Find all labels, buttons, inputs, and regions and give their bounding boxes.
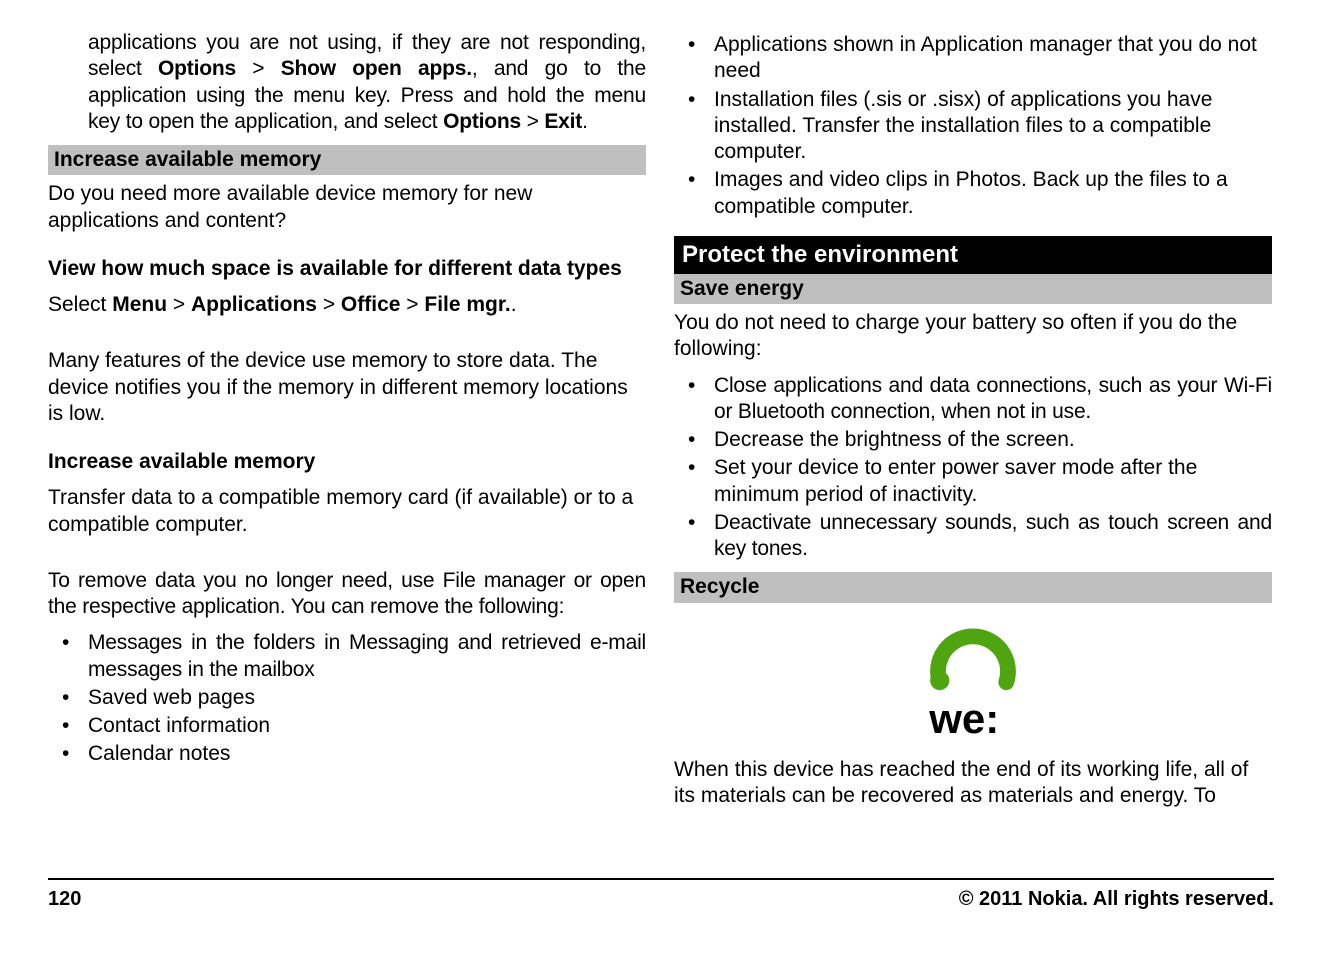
spacer — [48, 244, 646, 256]
bullet-icon: • — [674, 455, 714, 481]
bullet-icon: • — [674, 32, 714, 58]
top-list: •Applications shown in Application manag… — [674, 32, 1272, 220]
bullet-icon: • — [48, 685, 88, 711]
list-item: •Messages in the folders in Messaging an… — [48, 630, 646, 683]
paragraph: When this device has reached the end of … — [674, 757, 1272, 810]
list-item: •Decrease the brightness of the screen. — [674, 427, 1272, 453]
list-text: Close applications and data connections,… — [714, 373, 1272, 426]
bold-text: Applications — [191, 293, 317, 316]
text: Select — [48, 293, 112, 316]
right-column: •Applications shown in Application manag… — [674, 30, 1272, 860]
list-item: •Contact information — [48, 713, 646, 739]
paragraph: Do you need more available device memory… — [48, 181, 646, 234]
we-logo-text: we: — [928, 695, 999, 742]
bold-text: Options — [443, 110, 521, 133]
subhead-increase-memory: Increase available memory — [48, 145, 646, 175]
list-item: •Calendar notes — [48, 741, 646, 767]
subhead-save-energy: Save energy — [674, 274, 1272, 304]
select-line: Select Menu > Applications > Office > Fi… — [48, 292, 646, 318]
text: . — [511, 293, 517, 316]
bullet-icon: • — [674, 427, 714, 453]
paragraph: Transfer data to a compatible memory car… — [48, 485, 646, 538]
paragraph: Many features of the device use memory t… — [48, 348, 646, 427]
text: > — [317, 293, 341, 316]
bullet-icon: • — [48, 741, 88, 767]
list-item: •Installation files (.sis or .sisx) of a… — [674, 87, 1272, 166]
save-energy-list: •Close applications and data connections… — [674, 373, 1272, 563]
bold-text: Office — [341, 293, 401, 316]
list-item: •Images and video clips in Photos. Back … — [674, 167, 1272, 220]
bullet-icon: • — [674, 373, 714, 399]
list-text: Decrease the brightness of the screen. — [714, 427, 1272, 453]
page: applications you are not using, if they … — [0, 0, 1322, 954]
copyright: © 2011 Nokia. All rights reserved. — [959, 888, 1274, 911]
list-text: Messages in the folders in Messaging and… — [88, 630, 646, 683]
text: > — [236, 57, 281, 80]
bold-text: Menu — [112, 293, 167, 316]
heading-increase-memory: Increase available memory — [48, 449, 646, 475]
bold-text: Options — [158, 57, 236, 80]
bullet-icon: • — [674, 510, 714, 536]
text: > — [167, 293, 191, 316]
paragraph: You do not need to charge your battery s… — [674, 310, 1272, 363]
list-item: •Deactivate unnecessary sounds, such as … — [674, 510, 1272, 563]
list-text: Calendar notes — [88, 741, 646, 767]
bullet-icon: • — [48, 630, 88, 656]
paragraph: To remove data you no longer need, use F… — [48, 568, 646, 621]
list-item: •Set your device to enter power saver mo… — [674, 455, 1272, 508]
list-item: •Close applications and data connections… — [674, 373, 1272, 426]
bold-text: File mgr. — [424, 293, 510, 316]
list-item: •Applications shown in Application manag… — [674, 32, 1272, 85]
bold-text: Exit — [544, 110, 582, 133]
we-logo-wrap: we: — [674, 621, 1272, 744]
page-number: 120 — [48, 888, 81, 911]
list-text: Images and video clips in Photos. Back u… — [714, 167, 1272, 220]
bullet-icon: • — [48, 713, 88, 739]
list-item: •Saved web pages — [48, 685, 646, 711]
spacer — [48, 328, 646, 348]
footer: 120 © 2011 Nokia. All rights reserved. — [48, 878, 1274, 911]
left-column: applications you are not using, if they … — [48, 30, 646, 860]
list-text: Contact information — [88, 713, 646, 739]
columns: applications you are not using, if they … — [48, 30, 1274, 860]
heading-view-space: View how much space is available for dif… — [48, 256, 646, 282]
subhead-recycle: Recycle — [674, 572, 1272, 602]
bold-text: Show open apps. — [281, 57, 472, 80]
we-recycle-icon: we: — [903, 621, 1043, 744]
text: > — [521, 110, 544, 133]
list-text: Installation files (.sis or .sisx) of ap… — [714, 87, 1272, 166]
intro-paragraph: applications you are not using, if they … — [48, 30, 646, 135]
bullet-icon: • — [674, 87, 714, 113]
list-text: Deactivate unnecessary sounds, such as t… — [714, 510, 1272, 563]
bullet-icon: • — [674, 167, 714, 193]
list-text: Saved web pages — [88, 685, 646, 711]
list-text: Set your device to enter power saver mod… — [714, 455, 1272, 508]
spacer — [48, 437, 646, 449]
section-heading-protect: Protect the environment — [674, 236, 1272, 274]
text: . — [582, 110, 588, 133]
spacer — [48, 548, 646, 568]
list-text: Applications shown in Application manage… — [714, 32, 1272, 85]
remove-list: •Messages in the folders in Messaging an… — [48, 630, 646, 767]
text: > — [400, 293, 424, 316]
